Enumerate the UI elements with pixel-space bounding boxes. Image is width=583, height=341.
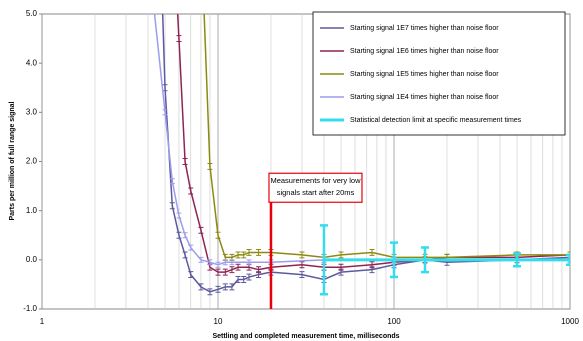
y-tick-label: 4.0 xyxy=(26,58,38,67)
error-bar xyxy=(567,256,570,263)
error-bar xyxy=(256,249,262,256)
error-bar xyxy=(241,251,247,259)
annotation-text: Measurements for very low xyxy=(270,176,361,185)
error-bar xyxy=(215,231,221,239)
legend-box xyxy=(312,11,566,136)
error-bar xyxy=(169,178,175,185)
error-bar xyxy=(369,261,375,269)
error-bar xyxy=(188,187,194,195)
error-bar xyxy=(222,259,228,266)
error-bar xyxy=(215,261,221,268)
error-bar xyxy=(188,271,194,279)
legend-label: Starting signal 1E7 times higher than no… xyxy=(350,25,499,32)
error-bar xyxy=(188,244,194,251)
x-axis-label: Settling and completed measurement time,… xyxy=(212,333,399,340)
y-tick-label: 1.0 xyxy=(26,206,38,215)
error-bar xyxy=(235,276,241,283)
error-bar xyxy=(369,249,375,256)
error-bar xyxy=(151,2,156,7)
error-bar xyxy=(338,263,344,271)
error-bar xyxy=(182,251,188,259)
error-bar xyxy=(215,268,221,276)
error-bar xyxy=(319,224,328,296)
y-tick-label: 5.0 xyxy=(26,9,38,18)
x-tick-label: 100 xyxy=(387,317,401,326)
error-bar xyxy=(207,162,213,170)
error-bar xyxy=(241,276,247,283)
error-bar xyxy=(420,246,429,274)
annotation-text: signals start after 20ms xyxy=(277,188,355,197)
y-tick-label: 3.0 xyxy=(26,107,38,116)
error-bar xyxy=(207,288,213,296)
error-bar xyxy=(162,109,168,116)
error-bar xyxy=(198,226,204,234)
error-bar xyxy=(182,158,188,165)
error-bar xyxy=(215,285,221,293)
y-tick-label: 2.0 xyxy=(26,157,38,166)
error-bar xyxy=(229,259,235,266)
y-tick-label: 0.0 xyxy=(26,255,38,264)
error-bar xyxy=(176,35,182,43)
legend-label: Statistical detection limit at specific … xyxy=(350,117,522,124)
error-bar xyxy=(338,251,344,259)
error-bar xyxy=(256,266,262,274)
error-bar xyxy=(222,268,228,276)
error-bar xyxy=(222,283,228,291)
error-bar xyxy=(198,256,204,263)
error-bar xyxy=(299,251,305,259)
error-bar xyxy=(198,283,204,291)
y-tick-label: -1.0 xyxy=(23,304,37,313)
legend-label: Starting signal 1E6 times higher than no… xyxy=(350,48,499,55)
error-bar xyxy=(229,283,235,291)
error-bar xyxy=(235,263,241,271)
error-bar xyxy=(246,249,252,256)
error-bar xyxy=(246,259,252,266)
error-bar xyxy=(299,271,305,279)
y-axis-label: Parts per million of full range signal xyxy=(9,101,16,220)
error-bar xyxy=(235,251,241,259)
error-bar xyxy=(566,253,570,266)
error-bar xyxy=(246,273,252,281)
error-bar xyxy=(513,252,522,268)
error-bar xyxy=(201,1,206,7)
legend-label: Starting signal 1E5 times higher than no… xyxy=(350,71,499,78)
error-bar xyxy=(182,232,188,239)
legend-label: Starting signal 1E4 times higher than no… xyxy=(350,94,499,101)
error-bar xyxy=(176,212,182,219)
error-bar xyxy=(390,241,398,279)
x-tick-label: 1000 xyxy=(561,317,579,326)
error-bar xyxy=(176,231,182,239)
series-line xyxy=(153,14,570,266)
error-bar xyxy=(299,261,305,269)
error-bar xyxy=(169,202,175,210)
x-tick-label: 1 xyxy=(40,317,45,326)
annotation-box xyxy=(268,172,363,203)
x-tick-label: 10 xyxy=(214,317,223,326)
error-bar xyxy=(229,266,235,274)
error-bar xyxy=(207,259,213,266)
